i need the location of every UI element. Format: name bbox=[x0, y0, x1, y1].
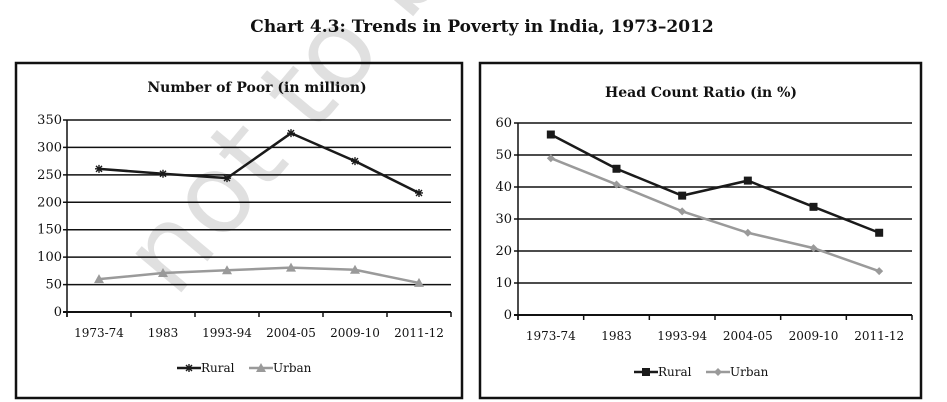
y-tick-label: 200 bbox=[37, 195, 62, 210]
y-tick-label: 100 bbox=[37, 250, 62, 265]
x-tick-label: 1993-94 bbox=[202, 326, 252, 340]
data-point-urban bbox=[678, 207, 687, 216]
data-point-urban bbox=[350, 264, 360, 274]
x-tick-label: 1993-94 bbox=[657, 329, 707, 343]
x-tick-label: 2004-05 bbox=[266, 326, 316, 340]
series-line-rural bbox=[550, 133, 880, 234]
data-point-urban bbox=[222, 265, 232, 275]
data-point-urban bbox=[546, 154, 555, 163]
data-point-rural bbox=[287, 129, 295, 138]
y-tick-label: 0 bbox=[504, 308, 512, 323]
chart-frame bbox=[478, 61, 923, 400]
series-line-urban bbox=[98, 266, 420, 285]
legend-marker-rural bbox=[642, 368, 650, 376]
data-point-urban bbox=[875, 267, 884, 276]
y-tick-label: 50 bbox=[45, 278, 62, 293]
x-tick-label: 1983 bbox=[148, 326, 179, 340]
data-point-rural bbox=[875, 228, 884, 237]
chart-number-of-poor: Number of Poor (in million) 0 50 100 150 200 2… bbox=[14, 61, 464, 400]
data-point-urban bbox=[612, 180, 621, 189]
y-tick-label: 350 bbox=[37, 113, 62, 128]
chart-head-count-ratio: Head Count Ratio (in %) 0 10 20 30 40 50 60 1973… bbox=[478, 61, 923, 400]
data-point-urban bbox=[94, 274, 104, 284]
legend-marker-urban bbox=[714, 368, 722, 376]
y-tick-label: 150 bbox=[37, 223, 62, 238]
data-point-urban bbox=[286, 262, 296, 272]
x-tick-label: 2011-12 bbox=[394, 326, 444, 340]
data-point-rural bbox=[678, 191, 687, 200]
x-tick-label: 1973-74 bbox=[74, 326, 124, 340]
chart-title: Number of Poor (in million) bbox=[147, 80, 366, 96]
x-tick-label: 2009-10 bbox=[330, 326, 380, 340]
x-tick-label: 2009-10 bbox=[789, 329, 839, 343]
x-tick-label: 2011-12 bbox=[854, 329, 904, 343]
x-tick-label: 2004-05 bbox=[723, 329, 773, 343]
data-point-rural bbox=[809, 202, 818, 211]
chart-title: Head Count Ratio (in %) bbox=[605, 85, 797, 101]
legend-label-rural: Rural bbox=[201, 361, 235, 375]
legend-label-rural: Rural bbox=[658, 365, 692, 379]
data-point-urban bbox=[414, 277, 424, 287]
y-tick-label: 40 bbox=[495, 180, 512, 195]
y-tick-label: 30 bbox=[495, 212, 512, 227]
y-tick-label: 0 bbox=[54, 305, 62, 320]
data-point-rural bbox=[546, 130, 555, 139]
data-point-rural bbox=[159, 169, 167, 178]
y-tick-label: 20 bbox=[495, 244, 512, 259]
data-point-rural bbox=[612, 164, 621, 173]
y-tick-label: 10 bbox=[495, 276, 512, 291]
legend-marker-rural bbox=[185, 364, 193, 372]
series-line-rural bbox=[98, 131, 420, 195]
legend-label-urban: Urban bbox=[730, 365, 769, 379]
x-tick-label: 1973-74 bbox=[526, 329, 576, 343]
y-tick-label: 60 bbox=[495, 116, 512, 131]
legend-marker-urban bbox=[256, 363, 266, 372]
data-point-rural bbox=[95, 164, 103, 173]
legend-label-urban: Urban bbox=[273, 361, 312, 375]
y-tick-label: 50 bbox=[495, 148, 512, 163]
data-point-urban bbox=[158, 268, 168, 278]
y-tick-label: 250 bbox=[37, 168, 62, 183]
data-point-rural bbox=[223, 174, 231, 183]
data-point-rural bbox=[743, 176, 752, 185]
data-point-rural bbox=[351, 157, 359, 166]
y-tick-label: 300 bbox=[37, 140, 62, 155]
series-line-urban bbox=[550, 157, 880, 273]
page-title: Chart 4.3: Trends in Poverty in India, 1… bbox=[250, 17, 713, 37]
data-point-rural bbox=[415, 188, 423, 197]
data-point-urban bbox=[809, 244, 818, 253]
x-tick-label: 1983 bbox=[601, 329, 632, 343]
chart-frame bbox=[14, 61, 464, 400]
data-point-urban bbox=[743, 228, 752, 237]
